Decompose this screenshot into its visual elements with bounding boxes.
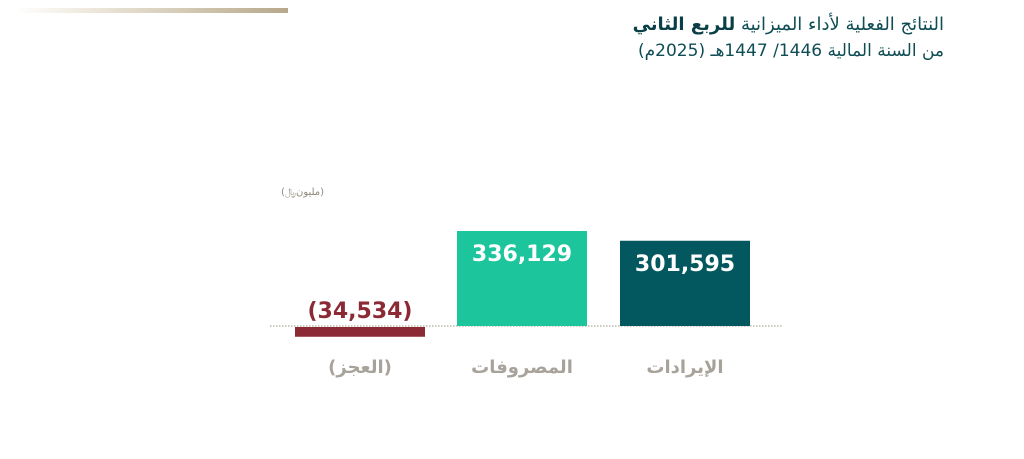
chart-title-block: النتائج الفعلية لأداء الميزانية للربع ال… — [633, 12, 944, 64]
category-label-revenue: الإيرادات — [646, 357, 723, 378]
chart-subtitle: من السنة المالية 1446/ 1447هـ (2025م) — [638, 41, 944, 61]
decorative-top-rule — [14, 8, 288, 13]
title-bold: للربع الثاني — [632, 14, 736, 35]
data-label-expenses: 336,129 — [472, 242, 572, 267]
unit-label: (مليون﷼) — [281, 187, 325, 198]
bar-deficit — [295, 327, 425, 337]
title-prefix: النتائج الفعلية لأداء الميزانية — [740, 14, 944, 35]
bar-expenses — [457, 231, 587, 326]
category-label-expenses: المصروفات — [471, 357, 573, 378]
data-label-deficit: (34,534) — [307, 299, 412, 324]
bar-revenue — [620, 240, 750, 326]
data-label-revenue: 301,595 — [635, 252, 735, 277]
category-label-deficit: (العجز) — [328, 357, 392, 378]
chart-title: النتائج الفعلية لأداء الميزانية للربع ال… — [633, 12, 944, 38]
